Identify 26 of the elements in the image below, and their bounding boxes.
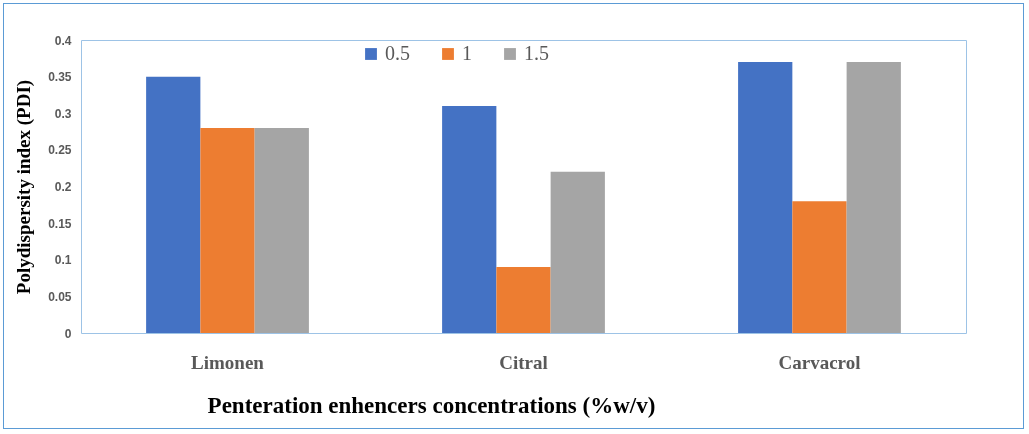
bar — [738, 61, 793, 333]
y-tick-label: 0.1 — [54, 253, 72, 268]
legend-label: 1.5 — [524, 42, 549, 64]
bar — [442, 105, 497, 333]
x-axis-title: Penteration enhencers concentrations (%w/v) — [207, 392, 656, 418]
bar — [792, 201, 847, 333]
x-tick-label: Limonen — [191, 351, 265, 373]
bar — [254, 127, 309, 333]
legend-label: 1 — [462, 42, 472, 64]
x-tick-label: Citral — [499, 351, 548, 373]
y-tick-label: 0.25 — [48, 143, 72, 158]
legend-label: 0.5 — [385, 42, 410, 64]
bar — [550, 171, 605, 333]
y-tick-label: 0.4 — [54, 33, 72, 48]
bar — [146, 76, 201, 333]
bar — [846, 61, 901, 333]
y-tick-label: 0.35 — [48, 70, 72, 85]
y-axis-title: Polydispersity index (PDI) — [13, 79, 36, 295]
bar — [496, 267, 551, 333]
x-tick-label: Carvacrol — [778, 351, 861, 373]
bar — [200, 127, 255, 333]
y-tick-label: 0.05 — [48, 289, 72, 304]
y-tick-label: 0.15 — [48, 216, 72, 231]
y-tick-label: 0.2 — [54, 180, 72, 194]
y-tick-label: 0 — [64, 326, 72, 341]
y-tick-label: 0.3 — [54, 106, 72, 121]
